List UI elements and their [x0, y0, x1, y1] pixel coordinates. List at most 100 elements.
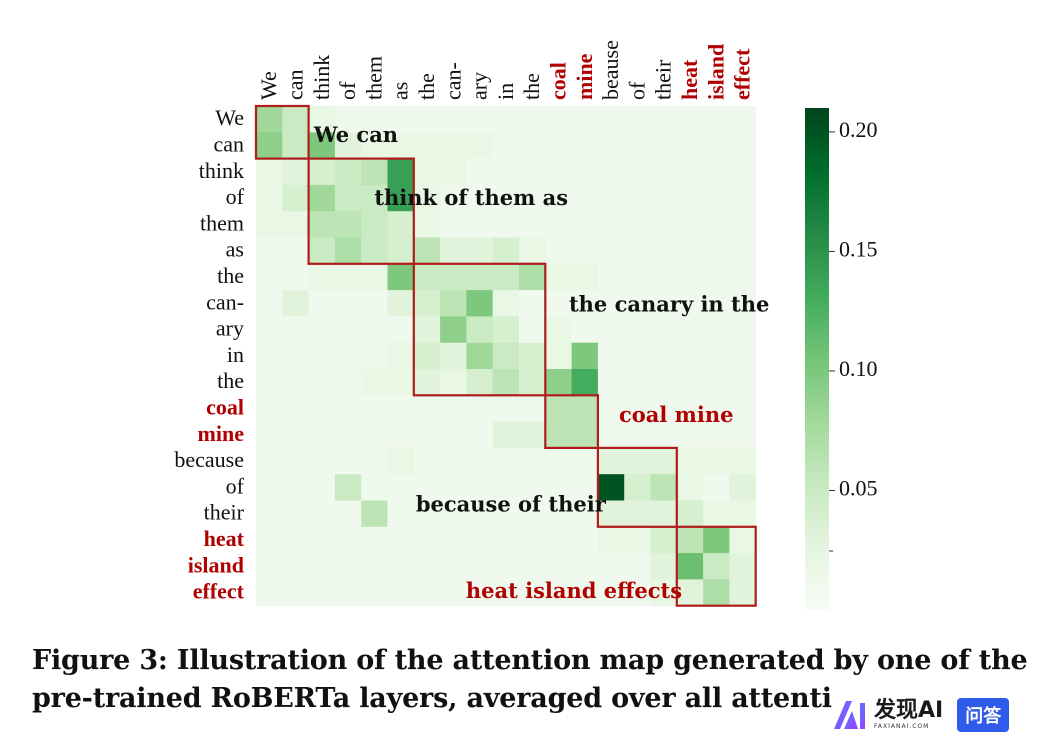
heatmap-cell-r2-c17: [703, 158, 730, 186]
watermark-subtitle: FAXIANAI.COM: [874, 723, 930, 730]
heatmap-cell-r0-c15: [650, 106, 678, 133]
y-tick-label-10: the: [217, 368, 244, 393]
heatmap-cell-r13-c11: [545, 447, 572, 475]
watermark-badge: 问答: [957, 698, 1010, 732]
heatmap-cell-r10-c17: [703, 369, 730, 396]
heatmap-cell-r17-c5: [387, 553, 415, 580]
heatmap-cell-r15-c4: [361, 500, 388, 528]
heatmap-cell-r1-c1: [282, 132, 309, 159]
colorbar-tick-label-3: 0.05: [839, 476, 878, 501]
heatmap-cell-r10-c13: [597, 369, 625, 396]
block-labels: We can think of them as the canary in the c…: [313, 122, 769, 603]
heatmap-cell-r8-c16: [676, 316, 704, 344]
heatmap-cell-r8-c2: [308, 316, 336, 344]
heatmap-cell-r5-c16: [676, 237, 704, 265]
heatmap-cell-r0-c14: [624, 106, 651, 133]
heatmap-cell-r9-c17: [703, 342, 730, 370]
heatmap-cell-r2-c3: [334, 158, 362, 186]
heatmap-cell-r8-c10: [519, 316, 546, 344]
heatmap-cell-r8-c14: [624, 316, 651, 344]
heatmap-cell-r10-c11: [545, 369, 572, 396]
heatmap-cell-r16-c1: [282, 526, 309, 554]
heatmap-cell-r4-c4: [361, 211, 388, 238]
heatmap-cell-r14-c15: [650, 474, 678, 501]
heatmap-cell-r12-c9: [492, 421, 520, 449]
heatmap-cell-r7-c4: [361, 290, 388, 317]
heatmap-cell-r7-c9: [492, 290, 520, 317]
heatmap-cell-r15-c6: [413, 500, 441, 528]
heatmap-cell-r6-c3: [334, 263, 362, 291]
heatmap-cell-r14-c7: [440, 474, 467, 501]
heatmap-cell-r8-c18: [729, 316, 757, 344]
heatmap-cell-r5-c8: [466, 237, 494, 265]
heatmap-cell-r1-c6: [413, 132, 441, 159]
heatmap-cell-r14-c12: [571, 474, 599, 501]
heatmap-cell-r16-c8: [466, 526, 494, 554]
heatmap-cell-r8-c3: [334, 316, 362, 344]
heatmap-cell-r7-c17: [703, 290, 730, 317]
heatmap-cell-r9-c3: [334, 342, 362, 370]
heatmap-cell-r0-c9: [492, 106, 520, 133]
heatmap-cell-r14-c8: [466, 474, 494, 501]
heatmap-cell-r1-c15: [650, 132, 678, 159]
heatmap-cell-r13-c13: [597, 447, 625, 475]
heatmap-cell-r10-c10: [519, 369, 546, 396]
heatmap-cell-r12-c16: [676, 421, 704, 449]
x-tick-label-0: We: [256, 71, 281, 100]
heatmap-cell-r5-c13: [597, 237, 625, 265]
heatmap-cell-r2-c15: [650, 158, 678, 186]
heatmap-cell-r7-c16: [676, 290, 704, 317]
heatmap-cell-r1-c4: [361, 132, 388, 159]
heatmap-cell-r5-c0: [256, 237, 283, 265]
heatmap-cell-r10-c4: [361, 369, 388, 396]
heatmap-cell-r8-c9: [492, 316, 520, 344]
heatmap-cell-r17-c14: [624, 553, 651, 580]
heatmap-cell-r9-c0: [256, 342, 283, 370]
heatmap-cell-r3-c0: [256, 184, 283, 212]
caption-line-1: Figure 3: Illustration of the attention …: [32, 645, 1028, 676]
heatmap-cell-r13-c14: [624, 447, 651, 475]
heatmap-cell-r16-c18: [729, 526, 757, 554]
heatmap-cell-r3-c14: [624, 184, 651, 212]
heatmap-cell-r17-c7: [440, 553, 467, 580]
heatmap-cell-r17-c8: [466, 553, 494, 580]
heatmap-cell-r2-c7: [440, 158, 467, 186]
site-watermark: 发现AI FAXIANAI.COM 问答: [832, 694, 1044, 736]
heatmap-cell-r18-c6: [413, 579, 441, 607]
heatmap-cell-r17-c2: [308, 553, 336, 580]
heatmap-cell-r5-c2: [308, 237, 336, 265]
colorbar: 0.20 0.15 0.10 0.05: [805, 108, 878, 610]
heatmap-cell-r4-c18: [729, 211, 757, 238]
heatmap-cell-r11-c6: [413, 395, 441, 422]
y-tick-label-18: effect: [193, 579, 245, 604]
x-tick-label-17: island: [703, 44, 728, 100]
heatmap-cell-r7-c1: [282, 290, 309, 317]
heatmap-cell-r17-c18: [729, 553, 757, 580]
heatmap-cell-r12-c3: [334, 421, 362, 449]
heatmap-cell-r1-c12: [571, 132, 599, 159]
heatmap-cell-r6-c10: [519, 263, 546, 291]
heatmap-cell-r7-c10: [519, 290, 546, 317]
heatmap-cell-r6-c6: [413, 263, 441, 291]
heatmap-cell-r11-c15: [650, 395, 678, 422]
heatmap-cell-r1-c7: [440, 132, 467, 159]
heatmap-cell-r14-c4: [361, 474, 388, 501]
x-tick-label-16: heat: [677, 59, 702, 100]
heatmap-cell-r16-c14: [624, 526, 651, 554]
heatmap-cell-r10-c9: [492, 369, 520, 396]
heatmap-cell-r4-c7: [440, 211, 467, 238]
heatmap-cell-r10-c12: [571, 369, 599, 396]
heatmap-cell-r0-c8: [466, 106, 494, 133]
heatmap-cell-r13-c18: [729, 447, 757, 475]
heatmap-cell-r4-c8: [466, 211, 494, 238]
heatmap-cell-r12-c17: [703, 421, 730, 449]
heatmap-cell-r9-c12: [571, 342, 599, 370]
y-tick-label-1: can: [213, 131, 244, 156]
heatmap-cell-r12-c15: [650, 421, 678, 449]
heatmap-cell-r2-c9: [492, 158, 520, 186]
heatmap-cell-r3-c9: [492, 184, 520, 212]
heatmap-cell-r16-c0: [256, 526, 283, 554]
heatmap-cell-r3-c7: [440, 184, 467, 212]
heatmap-cell-r9-c11: [545, 342, 572, 370]
colorbar-tick-label-0: 0.20: [839, 117, 878, 142]
